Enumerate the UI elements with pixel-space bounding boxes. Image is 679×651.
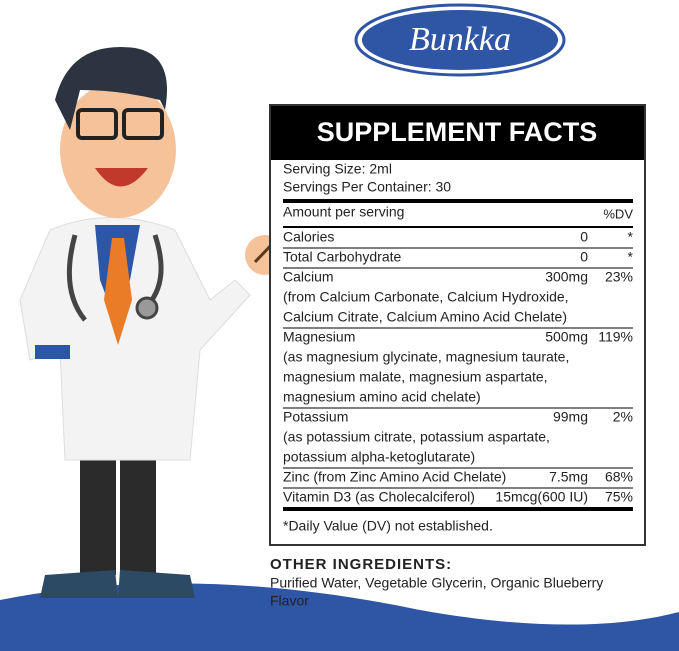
serving-size: Serving Size: 2ml — [283, 161, 392, 177]
nutrient-amount: 500mg — [545, 329, 588, 345]
nutrient-name: Zinc (from Zinc Amino Acid Chelate) — [283, 469, 506, 485]
doctor-illustration — [19, 47, 347, 598]
nutrient-name: Vitamin D3 (as Cholecalciferol) — [283, 489, 475, 505]
other-ingredients-text: Purified Water, Vegetable Glycerin, Orga… — [270, 575, 603, 591]
nutrient-dv: 119% — [598, 329, 633, 345]
other-ingredients-text: Flavor — [270, 593, 309, 609]
logo-bg — [362, 10, 558, 70]
servings-per-container: Servings Per Container: 30 — [283, 179, 451, 195]
logo-text: Bunkka — [409, 21, 511, 58]
nutrient-dv: * — [628, 229, 634, 245]
nutrient-amount: 99mg — [553, 409, 588, 425]
nutrient-name: Potassium — [283, 409, 348, 425]
other-ingredients-heading: OTHER INGREDIENTS: — [270, 556, 452, 573]
wave — [0, 583, 679, 651]
dv-header: %DV — [603, 206, 633, 221]
nutrient-dv: 23% — [605, 269, 633, 285]
nutrient-dv: 68% — [605, 469, 633, 485]
nutrient-amount: 7.5mg — [549, 469, 588, 485]
nutrient-amount: 0 — [580, 229, 588, 245]
nutrient-detail: Calcium Citrate, Calcium Amino Acid Chel… — [283, 309, 567, 325]
nutrient-amount: 15mcg(600 IU) — [495, 489, 588, 505]
nutrient-name: Calcium — [283, 269, 334, 285]
nutrient-dv: 75% — [605, 489, 633, 505]
amount-header: Amount per serving — [283, 204, 404, 220]
nutrient-detail: potassium alpha-ketoglutarate) — [283, 449, 475, 465]
nutrient-amount: 0 — [580, 249, 588, 265]
nutrient-detail: magnesium amino acid chelate) — [283, 389, 481, 405]
nutrient-name: Total Carbohydrate — [283, 249, 402, 265]
nutrient-dv: * — [628, 249, 634, 265]
nutrient-name: Calories — [283, 229, 334, 245]
footnote: *Daily Value (DV) not established. — [283, 518, 493, 534]
facts-panel — [269, 104, 646, 546]
nutrient-detail: (as potassium citrate, potassium asparta… — [283, 429, 550, 445]
facts-title: SUPPLEMENT FACTS — [317, 117, 598, 147]
nutrient-amount: 300mg — [545, 269, 588, 285]
nutrient-detail: magnesium malate, magnesium aspartate, — [283, 369, 548, 385]
nutrient-detail: (from Calcium Carbonate, Calcium Hydroxi… — [283, 289, 569, 305]
nutrient-name: Magnesium — [283, 329, 355, 345]
nutrient-detail: (as magnesium glycinate, magnesium taura… — [283, 349, 569, 365]
nutrient-dv: 2% — [613, 409, 633, 425]
facts-header-band — [271, 106, 644, 160]
